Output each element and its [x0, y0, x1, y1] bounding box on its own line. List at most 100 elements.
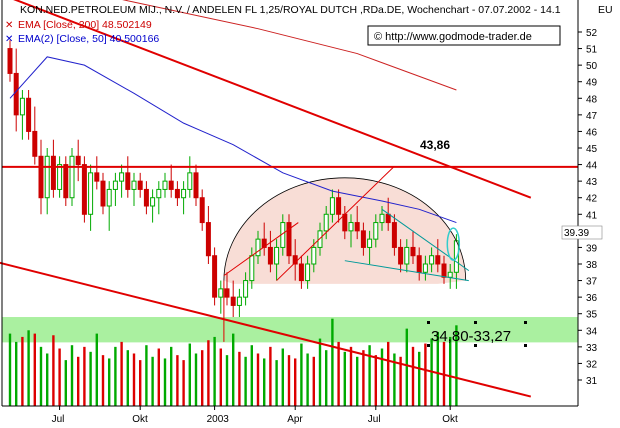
y-tick-label: 35	[586, 310, 598, 321]
volume-bar	[380, 348, 384, 406]
volume-bar	[275, 360, 278, 406]
highlight-ellipse	[446, 227, 461, 261]
handle-tm	[474, 321, 477, 324]
ema50-line	[9, 56, 457, 224]
y-tick-label: 41	[586, 210, 598, 221]
candle-body	[106, 188, 112, 207]
candle-body	[379, 213, 385, 224]
volume-bar	[27, 330, 30, 406]
volume-bar	[219, 348, 222, 406]
volume-bar	[244, 356, 247, 406]
candle-body	[32, 130, 38, 157]
volume-bar	[362, 350, 365, 406]
y-tick-label: 48	[586, 94, 598, 105]
candle-body	[422, 263, 428, 273]
volume-bar	[126, 350, 129, 406]
y-tick-label: 45	[586, 144, 598, 155]
volume-bar	[368, 345, 371, 406]
y-tick-label: 49	[586, 78, 598, 89]
chart-title: KON.NED.PETROLEUM MIJ., N.V. / ANDELEN F…	[20, 4, 561, 16]
volume-bar	[349, 346, 353, 406]
x-tick-label: 2003	[207, 414, 230, 425]
volume-bar	[250, 345, 253, 406]
corner-label: EU	[598, 4, 613, 16]
candle-body	[100, 180, 106, 207]
candle-body	[81, 164, 87, 215]
volume-bar	[163, 358, 167, 406]
x-tick-label: Jul	[368, 414, 381, 425]
volume-bar	[46, 353, 49, 406]
volume-bar	[39, 346, 43, 406]
handle-tr	[524, 321, 527, 324]
candle-body	[373, 222, 379, 240]
candle-body	[391, 222, 397, 248]
candle-body	[311, 246, 317, 265]
legend-ema50-symbol: ✕	[5, 34, 13, 45]
y-tick-label: 34	[586, 326, 598, 337]
candle-body	[441, 263, 447, 278]
volume-bar	[64, 360, 67, 406]
volume-bar	[424, 343, 427, 406]
candle-body	[336, 197, 342, 215]
candle-body	[187, 172, 193, 190]
lines-layer	[0, 0, 578, 398]
volume-bar	[52, 335, 55, 406]
candle-body	[429, 255, 435, 265]
candle-body	[385, 213, 391, 224]
trendline	[13, 0, 532, 199]
candle-body	[26, 97, 32, 132]
volume-bar	[263, 358, 266, 406]
volume-bar	[120, 341, 123, 406]
volume-bar	[374, 355, 377, 406]
y-tick-label: 43	[586, 177, 598, 188]
candle-body	[354, 222, 360, 232]
volume-bar	[411, 346, 415, 406]
volume-bar	[157, 348, 160, 406]
y-tick-label: 46	[586, 127, 598, 138]
candle-body	[435, 255, 441, 265]
rising-line	[223, 222, 299, 277]
volume-bar	[306, 353, 309, 406]
y-tick-label: 51	[586, 45, 598, 56]
candle-body	[162, 180, 168, 190]
volume-bar	[8, 333, 12, 406]
legend: ✕ EMA [Close, 200] 48.502149 ✕ EMA(2) [C…	[5, 19, 159, 45]
volume-bar	[170, 346, 173, 406]
volume-bar	[331, 318, 334, 406]
candle-body	[367, 238, 373, 248]
volume-bar	[182, 360, 185, 406]
trendline	[276, 165, 395, 281]
volume-bar	[101, 355, 105, 406]
candle-body	[181, 188, 187, 199]
volume-bar	[356, 356, 359, 406]
candle-body	[224, 288, 230, 298]
handle-br	[524, 344, 527, 347]
volume-bar	[399, 356, 402, 406]
volume-bar	[15, 341, 18, 406]
volume-bar	[294, 358, 297, 406]
candle-body	[212, 255, 218, 298]
last-price-box	[561, 225, 603, 240]
candle-body	[199, 197, 205, 224]
candle-body	[57, 164, 63, 190]
handle-bl	[427, 344, 430, 347]
candle-body	[267, 246, 273, 265]
volume-bar	[201, 350, 204, 406]
volume-bar	[449, 336, 452, 406]
candle-body	[38, 155, 44, 199]
candle-body	[44, 155, 50, 199]
candle-body	[50, 155, 56, 190]
volume-bar	[139, 360, 142, 406]
volume-bar	[418, 351, 421, 406]
candle-body	[249, 255, 255, 282]
volume-bar	[77, 356, 80, 406]
candle-body	[218, 288, 224, 298]
y-tick-label: 42	[586, 194, 598, 205]
candle-body	[236, 296, 242, 306]
y-tick-label: 52	[586, 28, 598, 39]
volume-bar	[343, 351, 346, 406]
candle-body	[323, 213, 329, 232]
candle-body	[447, 271, 453, 278]
